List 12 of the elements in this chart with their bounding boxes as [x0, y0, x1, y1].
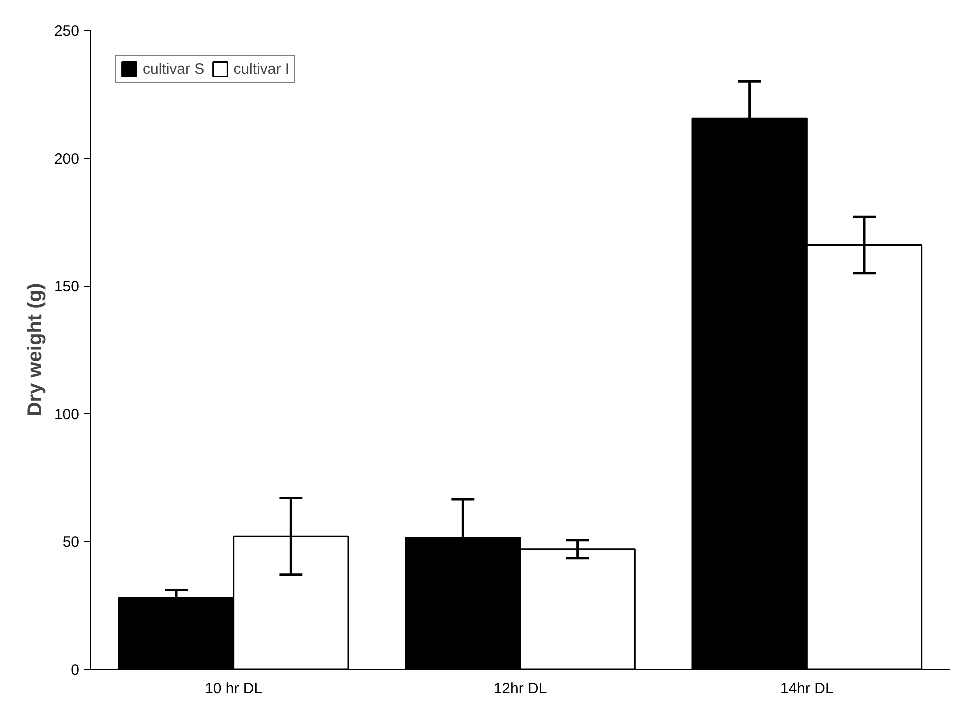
y-tick-label: 150: [54, 278, 80, 296]
legend-label: cultivar I: [234, 60, 290, 78]
y-tick-label: 50: [62, 534, 80, 552]
x-tick-label: 12hr DL: [494, 680, 548, 698]
y-tick-label: 200: [54, 150, 80, 168]
legend-label: cultivar S: [143, 60, 205, 78]
y-tick-label: 100: [54, 406, 80, 424]
y-axis-title: Dry weight (g): [24, 283, 46, 417]
y-tick-label: 0: [71, 662, 80, 679]
x-tick-label: 10 hr DL: [205, 680, 263, 698]
y-tick-label: 250: [54, 23, 80, 40]
x-tick-label: 14hr DL: [780, 680, 834, 698]
